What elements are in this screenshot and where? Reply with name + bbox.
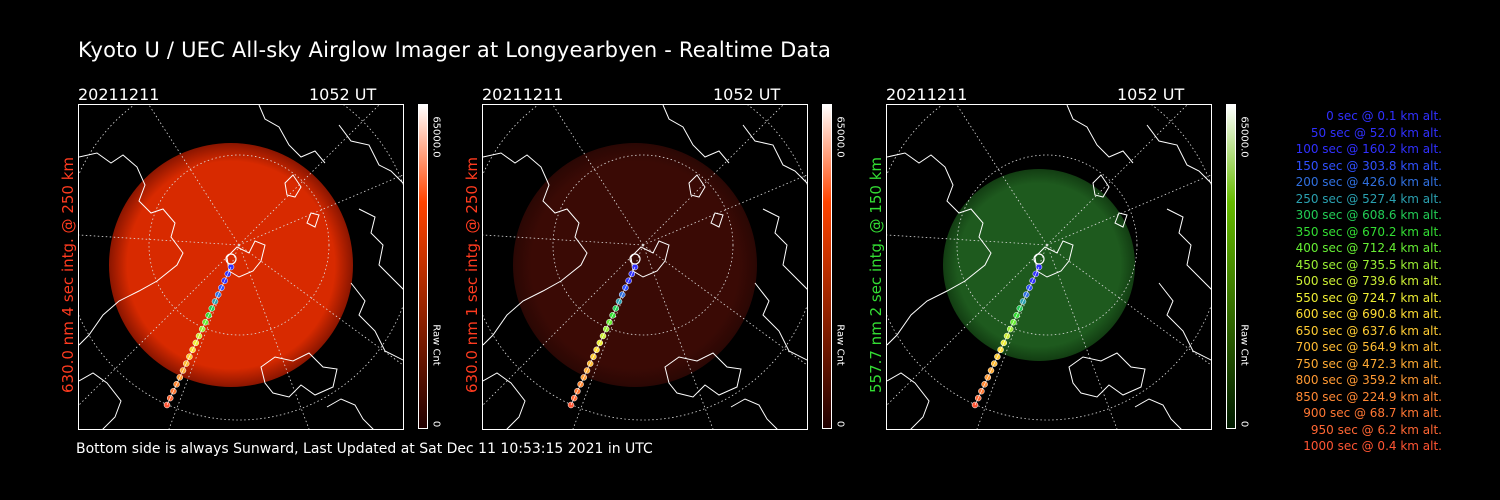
legend-item: 800 sec @ 359.2 km alt. [1295,373,1442,387]
all-sky-map [78,104,404,430]
panel-time: 1052 UT [1117,85,1185,104]
page-title: Kyoto U / UEC All-sky Airglow Imager at … [78,38,832,62]
panel-date: 20211211 [482,85,564,104]
legend-item: 750 sec @ 472.3 km alt. [1295,356,1442,371]
legend-item: 350 sec @ 670.2 km alt. [1295,224,1442,239]
colorbar-min-label: 0 [1238,420,1250,428]
rocket-trajectory [163,253,237,409]
colorbar-unit-label: Raw Cnt [834,324,846,366]
legend-item: 600 sec @ 690.8 km alt. [1295,307,1442,321]
colorbar-min-label: 0 [834,420,846,428]
legend-item: 0 sec @ 0.1 km alt. [1326,109,1442,123]
legend-item: 650 sec @ 637.6 km alt. [1295,323,1442,338]
panel-time: 1052 UT [713,85,781,104]
legend-item: 1000 sec @ 0.4 km alt. [1303,439,1442,453]
legend-item: 250 sec @ 527.4 km alt. [1295,191,1442,206]
colorbar [418,104,428,429]
legend-item: 550 sec @ 724.7 km alt. [1295,290,1442,305]
panel-date: 20211211 [886,85,968,104]
legend-item: 50 sec @ 52.0 km alt. [1310,125,1442,140]
panel-date: 20211211 [78,85,160,104]
legend-item: 500 sec @ 739.6 km alt. [1295,274,1442,288]
legend-item: 450 sec @ 735.5 km alt. [1295,257,1442,272]
coastline [887,105,1211,429]
panel-time: 1052 UT [309,85,377,104]
coastline [483,105,807,429]
rocket-trajectory [567,253,641,409]
colorbar-min-label: 0 [430,420,442,428]
all-sky-map-canvas [483,105,807,429]
airglow-panel-3: 20211211 1052 UT 557.7 nm 2 sec intg. @ … [867,85,1306,430]
colorbar [1226,104,1236,429]
station-marker [1033,253,1045,265]
colorbar-max-label: 65000.0 [834,116,846,158]
legend-item: 900 sec @ 68.7 km alt. [1303,406,1442,420]
airglow-panel-2: 20211211 1052 UT 630.0 nm 1 sec intg. @ … [463,85,902,430]
coastline [79,105,403,429]
footer-note: Bottom side is always Sunward, Last Upda… [76,441,653,457]
colorbar-max-label: 65000.0 [430,116,442,158]
legend-item: 850 sec @ 224.9 km alt. [1295,389,1442,404]
station-marker [629,253,641,265]
legend-item: 300 sec @ 608.6 km alt. [1295,208,1442,222]
legend-item: 150 sec @ 303.8 km alt. [1295,158,1442,173]
legend-item: 700 sec @ 564.9 km alt. [1295,340,1442,354]
panel-wavelength-label: 630.0 nm 4 sec intg. @ 250 km [59,156,77,394]
lat-lon-grid [79,105,403,429]
panel-wavelength-label: 557.7 nm 2 sec intg. @ 150 km [867,156,885,394]
all-sky-map [886,104,1212,430]
colorbar-max-label: 65000.0 [1238,116,1250,158]
colorbar-unit-label: Raw Cnt [430,324,442,366]
all-sky-map [482,104,808,430]
airglow-panel-1: 20211211 1052 UT 630.0 nm 4 sec intg. @ … [59,85,498,430]
all-sky-map-canvas [887,105,1211,429]
panel-wavelength-label: 630.0 nm 1 sec intg. @ 250 km [463,156,481,394]
all-sky-map-canvas [79,105,403,429]
legend-item: 100 sec @ 160.2 km alt. [1295,142,1442,156]
legend-item: 200 sec @ 426.0 km alt. [1295,175,1442,189]
trajectory-legend: 0 sec @ 0.1 km alt. 50 sec @ 52.0 km alt.… [1262,108,1442,455]
legend-item: 400 sec @ 712.4 km alt. [1295,241,1442,255]
rocket-trajectory [971,253,1045,409]
legend-item: 950 sec @ 6.2 km alt. [1310,422,1442,437]
colorbar [822,104,832,429]
colorbar-unit-label: Raw Cnt [1238,324,1250,366]
station-marker [225,253,237,265]
